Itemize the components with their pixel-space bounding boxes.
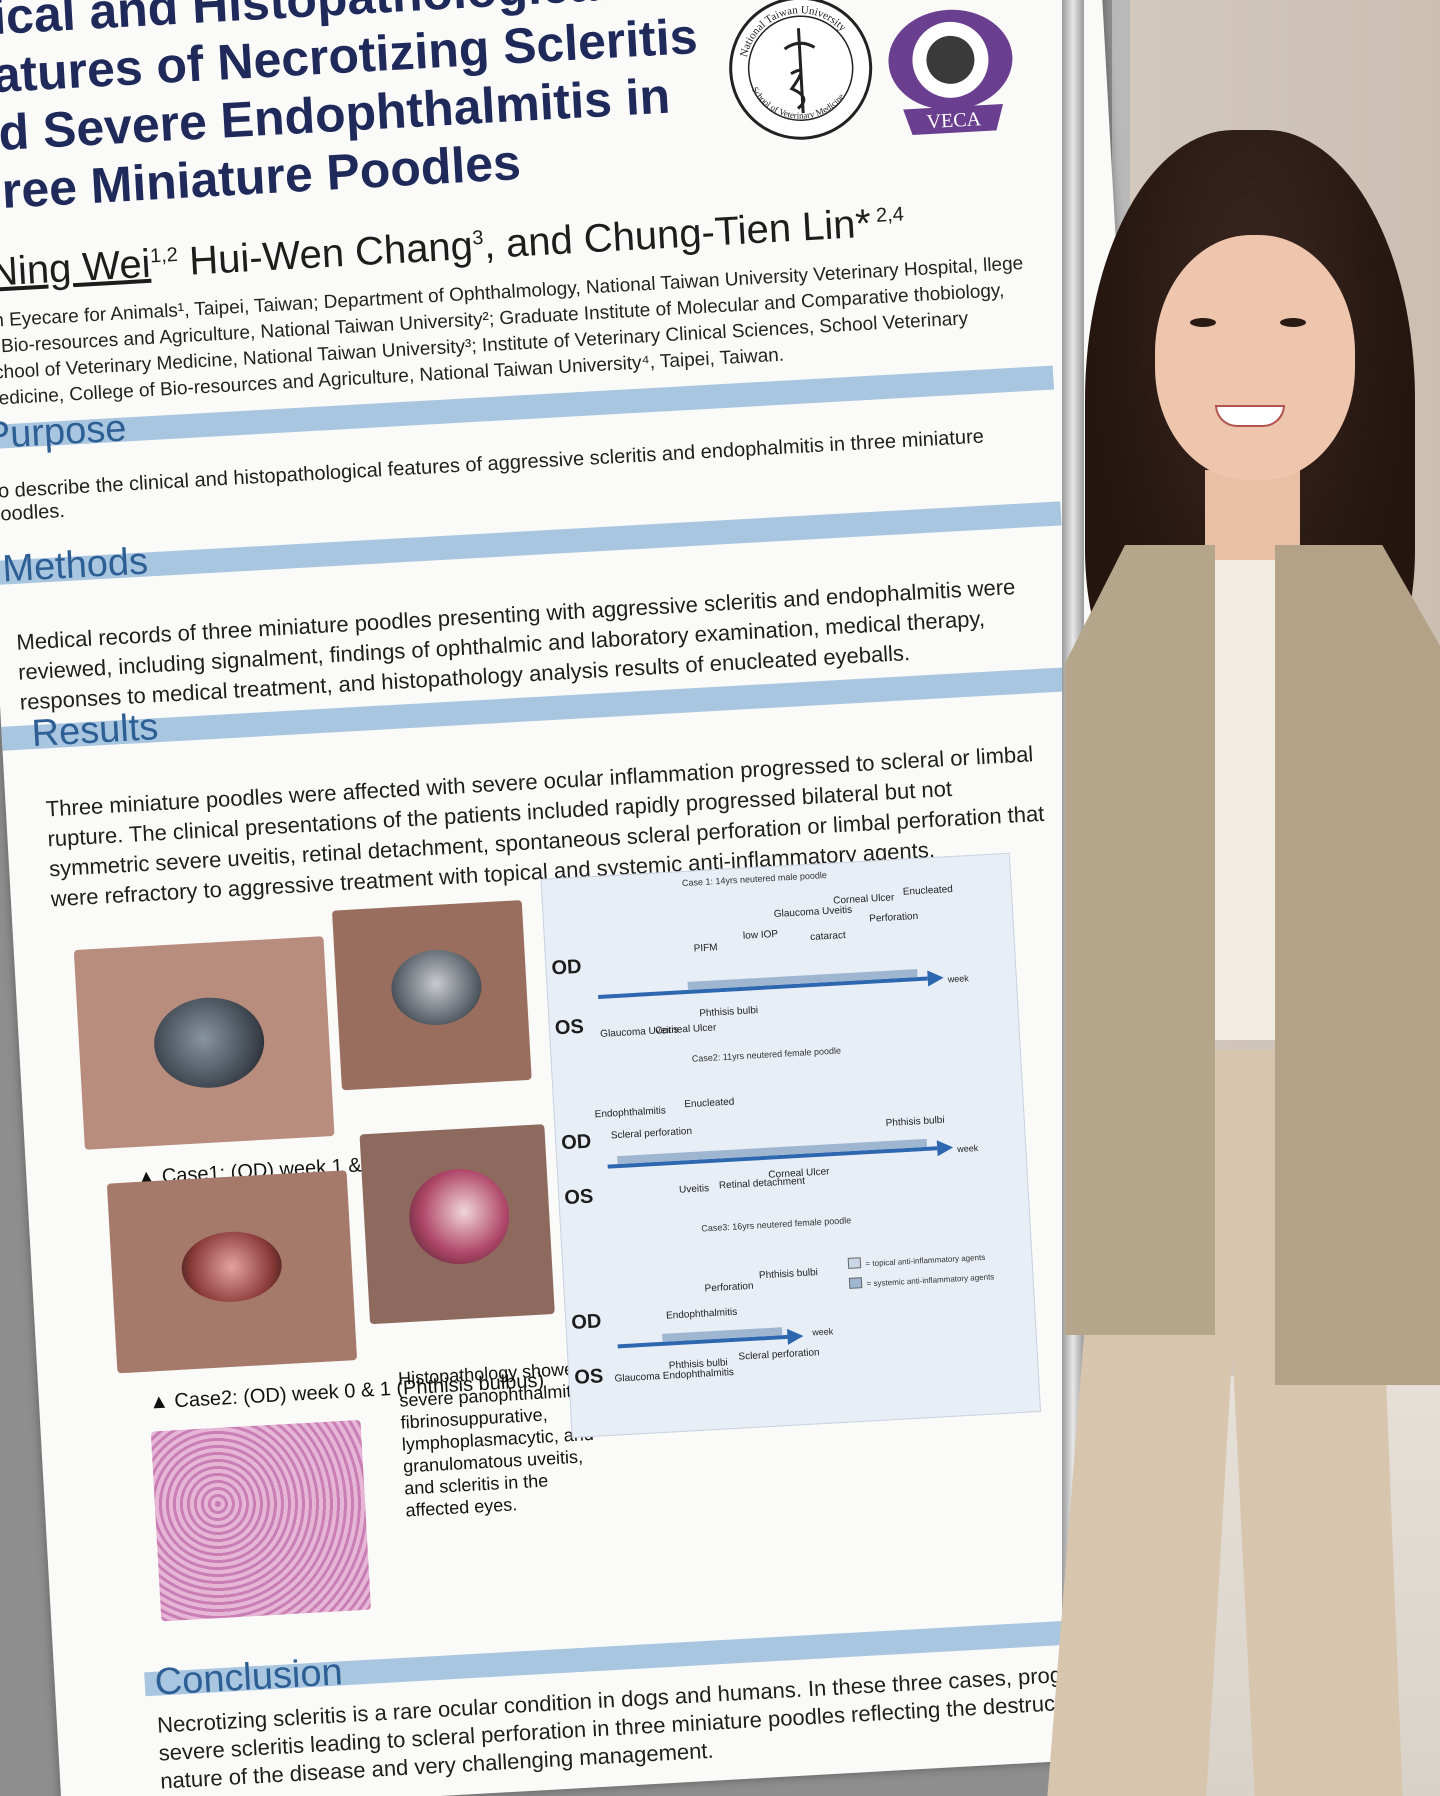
od-label: OD <box>561 1131 592 1155</box>
c1-os-label: Phthisis bulbi <box>699 1005 758 1019</box>
legend-systemic: = systemic anti-inflammatory agents <box>866 1272 994 1288</box>
c3-label: Perforation <box>704 1281 753 1295</box>
case2-title: Case2: 11yrs neutered female poodle <box>692 1045 842 1063</box>
c3-os-label: Scleral perforation <box>738 1347 820 1363</box>
jacket-right <box>1275 545 1440 1385</box>
case2-timeline: Case2: 11yrs neutered female poodle OD O… <box>561 1045 979 1210</box>
c1-os-label: Corneal Ulcer <box>655 1022 717 1036</box>
os-label: OS <box>564 1186 594 1210</box>
week-label: week <box>946 973 969 984</box>
veca-logo-text: VECA <box>926 108 982 133</box>
poster-title: nical and Histopathological eatures of N… <box>0 0 752 222</box>
jacket-left <box>1065 545 1215 1335</box>
os-label: OS <box>574 1365 604 1389</box>
os-label: OS <box>554 1016 584 1040</box>
histopathology-image <box>150 1419 372 1622</box>
case-timelines: Case 1: 14yrs neutered male poodle OD OS… <box>551 870 995 1389</box>
week-label: week <box>811 1326 834 1337</box>
c2-label: Enucleated <box>684 1097 735 1111</box>
author-3: , and Chung-Tien Lin* <box>482 201 873 268</box>
case1-arrow <box>927 970 944 987</box>
c1-label: low IOP <box>743 929 779 942</box>
case1-axis <box>598 976 928 999</box>
case2-photo-week1 <box>359 1124 555 1325</box>
case3-title: Case3: 16yrs neutered female poodle <box>701 1215 851 1233</box>
case1-title: Case 1: 14yrs neutered male poodle <box>682 870 827 888</box>
c1-os-label: Glaucoma Uveitis <box>600 1025 679 1040</box>
c2-label: Scleral perforation <box>611 1126 693 1142</box>
author-1: -Ning Wei <box>0 241 152 296</box>
legend-swatch <box>848 1277 863 1289</box>
author-3-affil: 2,4 <box>869 203 905 228</box>
legend-topical: = topical anti-inflammatory agents <box>865 1253 985 1269</box>
c1-label: Corneal Ulcer <box>833 892 895 906</box>
scientific-poster: nical and Histopathological eatures of N… <box>0 0 1201 1796</box>
face <box>1155 235 1355 480</box>
c1-label: cataract <box>810 930 846 943</box>
case-timeline-panel: Case 1: 14yrs neutered male poodle OD OS… <box>540 852 1042 1439</box>
od-label: OD <box>551 956 582 980</box>
case2-arrow <box>936 1140 954 1157</box>
case3-treatment-bar <box>662 1327 783 1342</box>
eye-image <box>151 994 267 1091</box>
c1-label: Enucleated <box>903 884 954 898</box>
c2-os-label: Uveitis <box>679 1183 710 1196</box>
case3-axis <box>617 1334 788 1349</box>
case1-treatment-bar <box>687 969 918 990</box>
case2-axis <box>607 1146 938 1169</box>
purpose-heading: Purpose <box>0 407 128 458</box>
conclusion-heading: Conclusion <box>153 1651 344 1704</box>
eye-image <box>406 1166 512 1267</box>
ntu-logo: National Taiwan University School of Vet… <box>729 0 873 140</box>
od-label: OD <box>571 1310 602 1334</box>
methods-heading: Methods <box>1 540 150 591</box>
legend-swatch <box>847 1257 862 1269</box>
case2-photo-week0 <box>106 1170 358 1374</box>
results-heading: Results <box>30 706 160 756</box>
veca-logo: VECA <box>888 9 1013 136</box>
c1-label: PIFM <box>693 942 717 954</box>
c2-label: Endophthalmitis <box>594 1105 666 1120</box>
c3-label: Phthisis bulbi <box>759 1267 818 1281</box>
case3-timeline: Case3: 16yrs neutered female poodle OD O… <box>571 1215 995 1389</box>
c2-os-label: Retinal detachment <box>719 1176 806 1192</box>
c3-label: Endophthalmitis <box>666 1307 738 1322</box>
case1-photo-week1 <box>73 936 335 1150</box>
right-eye <box>1280 318 1306 327</box>
c2-label: Phthisis bulbi <box>885 1115 944 1129</box>
author-1-affil: 1,2 <box>149 243 179 268</box>
eye-image <box>389 947 484 1028</box>
left-eye <box>1190 318 1216 327</box>
c2-os-label: Corneal Ulcer <box>768 1166 830 1180</box>
smile <box>1215 405 1285 427</box>
author-2: Hui-Wen Chang <box>176 223 474 285</box>
c3-os-label: Phthisis bulbi <box>669 1357 728 1371</box>
case1-timeline: Case 1: 14yrs neutered male poodle OD OS… <box>551 870 970 1040</box>
case3-arrow <box>787 1328 804 1345</box>
c1-label: Perforation <box>869 911 918 925</box>
eye-image <box>179 1229 284 1305</box>
case2-treatment-bar <box>617 1138 928 1165</box>
c1-label: Glaucoma Uveitis <box>774 905 853 920</box>
week-label: week <box>956 1143 979 1154</box>
case1-photo-week8 <box>331 900 532 1091</box>
